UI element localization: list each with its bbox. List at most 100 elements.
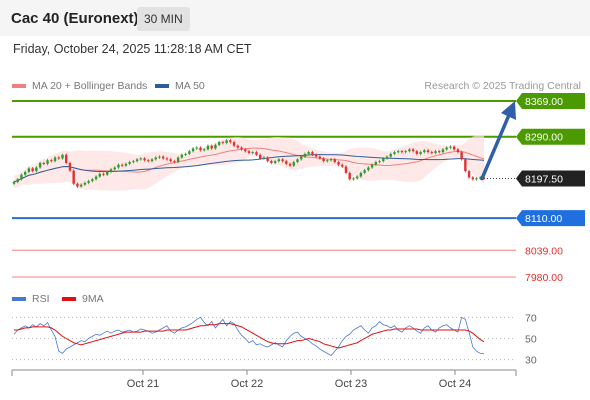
candle: [460, 150, 463, 161]
candle: [53, 156, 57, 163]
candle-body: [344, 166, 348, 173]
rsi-tick-label: 70: [525, 312, 537, 324]
candle: [35, 166, 38, 173]
candle: [124, 162, 128, 168]
candle: [370, 163, 374, 169]
candle-body: [467, 171, 471, 178]
candle-body: [50, 160, 53, 162]
candle-body: [479, 177, 482, 179]
candle: [363, 168, 366, 175]
candle-body: [42, 162, 46, 164]
legend-rsi-label: RSI: [32, 293, 50, 305]
candle: [430, 150, 433, 155]
candle-body: [270, 161, 273, 163]
candle: [203, 148, 206, 152]
candle: [467, 169, 471, 179]
interval-button[interactable]: 30 MIN: [137, 7, 190, 31]
candle: [389, 152, 392, 158]
candle-body: [214, 144, 217, 149]
candle: [98, 172, 101, 178]
candle: [83, 181, 87, 187]
candle: [106, 170, 109, 177]
candle-body: [434, 151, 437, 153]
candle: [326, 158, 329, 163]
candle: [176, 156, 180, 164]
candle-body: [262, 157, 266, 159]
candle: [50, 158, 53, 163]
candle: [68, 161, 72, 172]
last-price-tag-bg: [516, 170, 585, 187]
ma20-line: [13, 147, 485, 183]
candle-body: [247, 151, 251, 153]
candle-body: [408, 149, 411, 152]
ma20-swatch-icon: [12, 84, 26, 88]
candle: [132, 159, 135, 164]
candle: [87, 179, 90, 185]
candle-body: [180, 154, 184, 158]
candle-body: [318, 156, 322, 159]
timestamp: Friday, October 24, 2025 11:28:18 AM CET: [13, 42, 252, 56]
resistance-2-tag: 8369.00: [516, 92, 585, 109]
candle: [344, 165, 348, 175]
bollinger-band: [14, 134, 484, 191]
rsi-tick-label: 30: [525, 355, 537, 367]
candle: [214, 143, 217, 150]
candle-body: [53, 157, 57, 162]
candle-body: [423, 150, 426, 153]
legend-ma50-label: MA 50: [175, 80, 205, 92]
candle-body: [244, 149, 247, 152]
candle-body: [128, 162, 131, 164]
candle-body: [143, 158, 146, 161]
candle-body: [236, 145, 240, 148]
candle-body: [109, 169, 113, 172]
candle: [199, 146, 202, 152]
candle: [367, 166, 370, 172]
candle: [333, 157, 336, 164]
candle-body: [296, 159, 299, 163]
candle: [281, 157, 284, 163]
candle-body: [258, 154, 262, 159]
candle: [143, 157, 146, 162]
candle: [441, 148, 445, 154]
candle: [244, 148, 247, 153]
candle: [255, 150, 258, 157]
candle: [76, 182, 79, 188]
candle-body: [31, 168, 34, 172]
candle-body: [199, 147, 202, 151]
candle-body: [300, 156, 303, 160]
candle-body: [281, 159, 284, 162]
candle: [322, 157, 325, 163]
legend-ma20: MA 20 + Bollinger Bands: [12, 80, 147, 92]
candle: [408, 148, 411, 153]
candle-body: [452, 146, 456, 150]
legend-ma20-label: MA 20 + Bollinger Bands: [32, 80, 148, 92]
candle-body: [314, 154, 318, 157]
candle-body: [285, 161, 288, 164]
candle-body: [393, 152, 396, 154]
resistance-2-tag-bg: [516, 92, 585, 109]
candle: [195, 146, 198, 150]
candle-body: [184, 153, 187, 155]
candle: [314, 153, 318, 158]
candle-body: [206, 145, 210, 150]
candle-body: [165, 158, 169, 160]
candle: [42, 161, 46, 166]
candle-body: [72, 170, 75, 184]
candle-body: [147, 160, 150, 162]
last-price-tag: 8197.50: [516, 170, 585, 187]
candle-body: [106, 172, 109, 175]
candle: [258, 153, 262, 160]
candle-body: [154, 157, 157, 160]
ma9-swatch-icon: [62, 297, 76, 301]
support-1-tag: 8110.00: [516, 210, 585, 227]
candle: [352, 176, 355, 181]
candle: [434, 149, 437, 155]
instrument-title: Cac 40 (Euronext): [11, 10, 139, 27]
candle: [419, 150, 422, 156]
candle: [300, 155, 303, 161]
candle-body: [426, 150, 430, 153]
candle-body: [397, 151, 400, 153]
ma50-line: [13, 154, 485, 183]
candle: [273, 159, 277, 165]
